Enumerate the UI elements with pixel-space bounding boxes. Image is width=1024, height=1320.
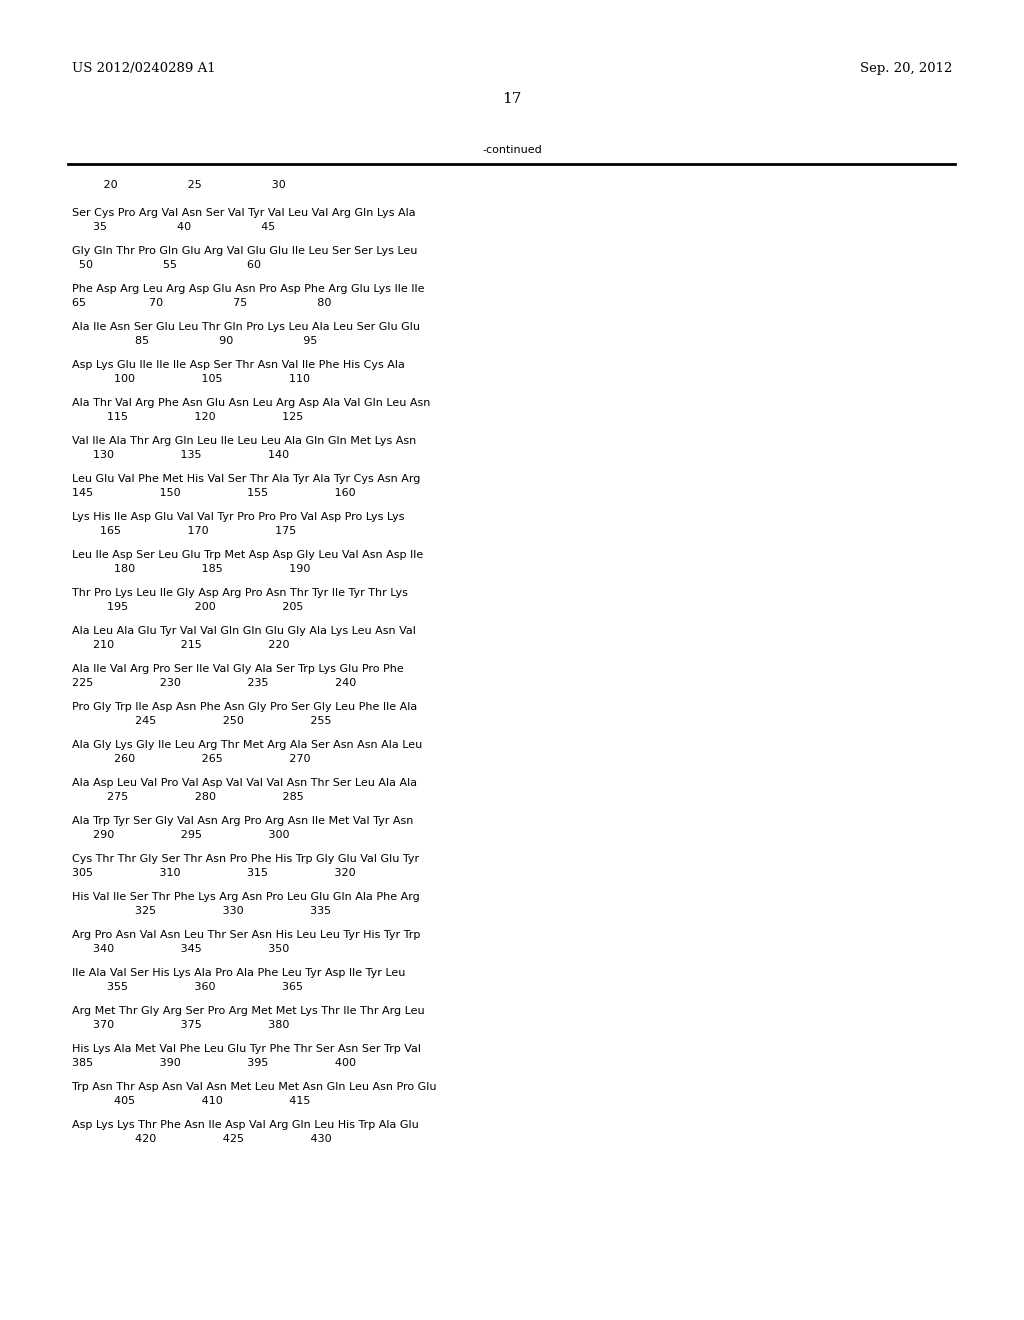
Text: 180                   185                   190: 180 185 190 (72, 564, 310, 574)
Text: Lys His Ile Asp Glu Val Val Tyr Pro Pro Pro Val Asp Pro Lys Lys: Lys His Ile Asp Glu Val Val Tyr Pro Pro … (72, 512, 404, 521)
Text: Phe Asp Arg Leu Arg Asp Glu Asn Pro Asp Phe Arg Glu Lys Ile Ile: Phe Asp Arg Leu Arg Asp Glu Asn Pro Asp … (72, 284, 425, 294)
Text: 65                  70                    75                    80: 65 70 75 80 (72, 298, 332, 308)
Text: 245                   250                   255: 245 250 255 (72, 715, 332, 726)
Text: Arg Pro Asn Val Asn Leu Thr Ser Asn His Leu Leu Tyr His Tyr Trp: Arg Pro Asn Val Asn Leu Thr Ser Asn His … (72, 931, 421, 940)
Text: 195                   200                   205: 195 200 205 (72, 602, 303, 612)
Text: 405                   410                   415: 405 410 415 (72, 1096, 310, 1106)
Text: Ser Cys Pro Arg Val Asn Ser Val Tyr Val Leu Val Arg Gln Lys Ala: Ser Cys Pro Arg Val Asn Ser Val Tyr Val … (72, 209, 416, 218)
Text: His Val Ile Ser Thr Phe Lys Arg Asn Pro Leu Glu Gln Ala Phe Arg: His Val Ile Ser Thr Phe Lys Arg Asn Pro … (72, 892, 420, 902)
Text: 290                   295                   300: 290 295 300 (72, 830, 290, 840)
Text: 20                    25                    30: 20 25 30 (72, 180, 286, 190)
Text: Arg Met Thr Gly Arg Ser Pro Arg Met Met Lys Thr Ile Thr Arg Leu: Arg Met Thr Gly Arg Ser Pro Arg Met Met … (72, 1006, 425, 1016)
Text: 145                   150                   155                   160: 145 150 155 160 (72, 488, 355, 498)
Text: Leu Ile Asp Ser Leu Glu Trp Met Asp Asp Gly Leu Val Asn Asp Ile: Leu Ile Asp Ser Leu Glu Trp Met Asp Asp … (72, 550, 423, 560)
Text: Ala Ile Asn Ser Glu Leu Thr Gln Pro Lys Leu Ala Leu Ser Glu Glu: Ala Ile Asn Ser Glu Leu Thr Gln Pro Lys … (72, 322, 420, 333)
Text: 340                   345                   350: 340 345 350 (72, 944, 289, 954)
Text: -continued: -continued (482, 145, 542, 154)
Text: Cys Thr Thr Gly Ser Thr Asn Pro Phe His Trp Gly Glu Val Glu Tyr: Cys Thr Thr Gly Ser Thr Asn Pro Phe His … (72, 854, 419, 865)
Text: 50                    55                    60: 50 55 60 (72, 260, 261, 271)
Text: Pro Gly Trp Ile Asp Asn Phe Asn Gly Pro Ser Gly Leu Phe Ile Ala: Pro Gly Trp Ile Asp Asn Phe Asn Gly Pro … (72, 702, 417, 711)
Text: Asp Lys Lys Thr Phe Asn Ile Asp Val Arg Gln Leu His Trp Ala Glu: Asp Lys Lys Thr Phe Asn Ile Asp Val Arg … (72, 1119, 419, 1130)
Text: Ile Ala Val Ser His Lys Ala Pro Ala Phe Leu Tyr Asp Ile Tyr Leu: Ile Ala Val Ser His Lys Ala Pro Ala Phe … (72, 968, 406, 978)
Text: 85                    90                    95: 85 90 95 (72, 337, 317, 346)
Text: 385                   390                   395                   400: 385 390 395 400 (72, 1059, 356, 1068)
Text: Gly Gln Thr Pro Gln Glu Arg Val Glu Glu Ile Leu Ser Ser Lys Leu: Gly Gln Thr Pro Gln Glu Arg Val Glu Glu … (72, 246, 418, 256)
Text: His Lys Ala Met Val Phe Leu Glu Tyr Phe Thr Ser Asn Ser Trp Val: His Lys Ala Met Val Phe Leu Glu Tyr Phe … (72, 1044, 421, 1053)
Text: 370                   375                   380: 370 375 380 (72, 1020, 290, 1030)
Text: Ala Trp Tyr Ser Gly Val Asn Arg Pro Arg Asn Ile Met Val Tyr Asn: Ala Trp Tyr Ser Gly Val Asn Arg Pro Arg … (72, 816, 414, 826)
Text: 325                   330                   335: 325 330 335 (72, 906, 331, 916)
Text: 260                   265                   270: 260 265 270 (72, 754, 310, 764)
Text: Ala Gly Lys Gly Ile Leu Arg Thr Met Arg Ala Ser Asn Asn Ala Leu: Ala Gly Lys Gly Ile Leu Arg Thr Met Arg … (72, 741, 422, 750)
Text: Sep. 20, 2012: Sep. 20, 2012 (859, 62, 952, 75)
Text: Ala Ile Val Arg Pro Ser Ile Val Gly Ala Ser Trp Lys Glu Pro Phe: Ala Ile Val Arg Pro Ser Ile Val Gly Ala … (72, 664, 403, 675)
Text: Thr Pro Lys Leu Ile Gly Asp Arg Pro Asn Thr Tyr Ile Tyr Thr Lys: Thr Pro Lys Leu Ile Gly Asp Arg Pro Asn … (72, 587, 408, 598)
Text: 420                   425                   430: 420 425 430 (72, 1134, 332, 1144)
Text: 100                   105                   110: 100 105 110 (72, 374, 310, 384)
Text: Ala Thr Val Arg Phe Asn Glu Asn Leu Arg Asp Ala Val Gln Leu Asn: Ala Thr Val Arg Phe Asn Glu Asn Leu Arg … (72, 399, 430, 408)
Text: US 2012/0240289 A1: US 2012/0240289 A1 (72, 62, 216, 75)
Text: 210                   215                   220: 210 215 220 (72, 640, 290, 649)
Text: Leu Glu Val Phe Met His Val Ser Thr Ala Tyr Ala Tyr Cys Asn Arg: Leu Glu Val Phe Met His Val Ser Thr Ala … (72, 474, 421, 484)
Text: 225                   230                   235                   240: 225 230 235 240 (72, 678, 356, 688)
Text: 115                   120                   125: 115 120 125 (72, 412, 303, 422)
Text: Ala Asp Leu Val Pro Val Asp Val Val Val Asn Thr Ser Leu Ala Ala: Ala Asp Leu Val Pro Val Asp Val Val Val … (72, 777, 417, 788)
Text: Val Ile Ala Thr Arg Gln Leu Ile Leu Leu Ala Gln Gln Met Lys Asn: Val Ile Ala Thr Arg Gln Leu Ile Leu Leu … (72, 436, 416, 446)
Text: Trp Asn Thr Asp Asn Val Asn Met Leu Met Asn Gln Leu Asn Pro Glu: Trp Asn Thr Asp Asn Val Asn Met Leu Met … (72, 1082, 436, 1092)
Text: 130                   135                   140: 130 135 140 (72, 450, 289, 459)
Text: 165                   170                   175: 165 170 175 (72, 525, 296, 536)
Text: Asp Lys Glu Ile Ile Ile Asp Ser Thr Asn Val Ile Phe His Cys Ala: Asp Lys Glu Ile Ile Ile Asp Ser Thr Asn … (72, 360, 404, 370)
Text: 35                    40                    45: 35 40 45 (72, 222, 275, 232)
Text: Ala Leu Ala Glu Tyr Val Val Gln Gln Glu Gly Ala Lys Leu Asn Val: Ala Leu Ala Glu Tyr Val Val Gln Gln Glu … (72, 626, 416, 636)
Text: 305                   310                   315                   320: 305 310 315 320 (72, 869, 355, 878)
Text: 17: 17 (503, 92, 521, 106)
Text: 275                   280                   285: 275 280 285 (72, 792, 304, 803)
Text: 355                   360                   365: 355 360 365 (72, 982, 303, 993)
